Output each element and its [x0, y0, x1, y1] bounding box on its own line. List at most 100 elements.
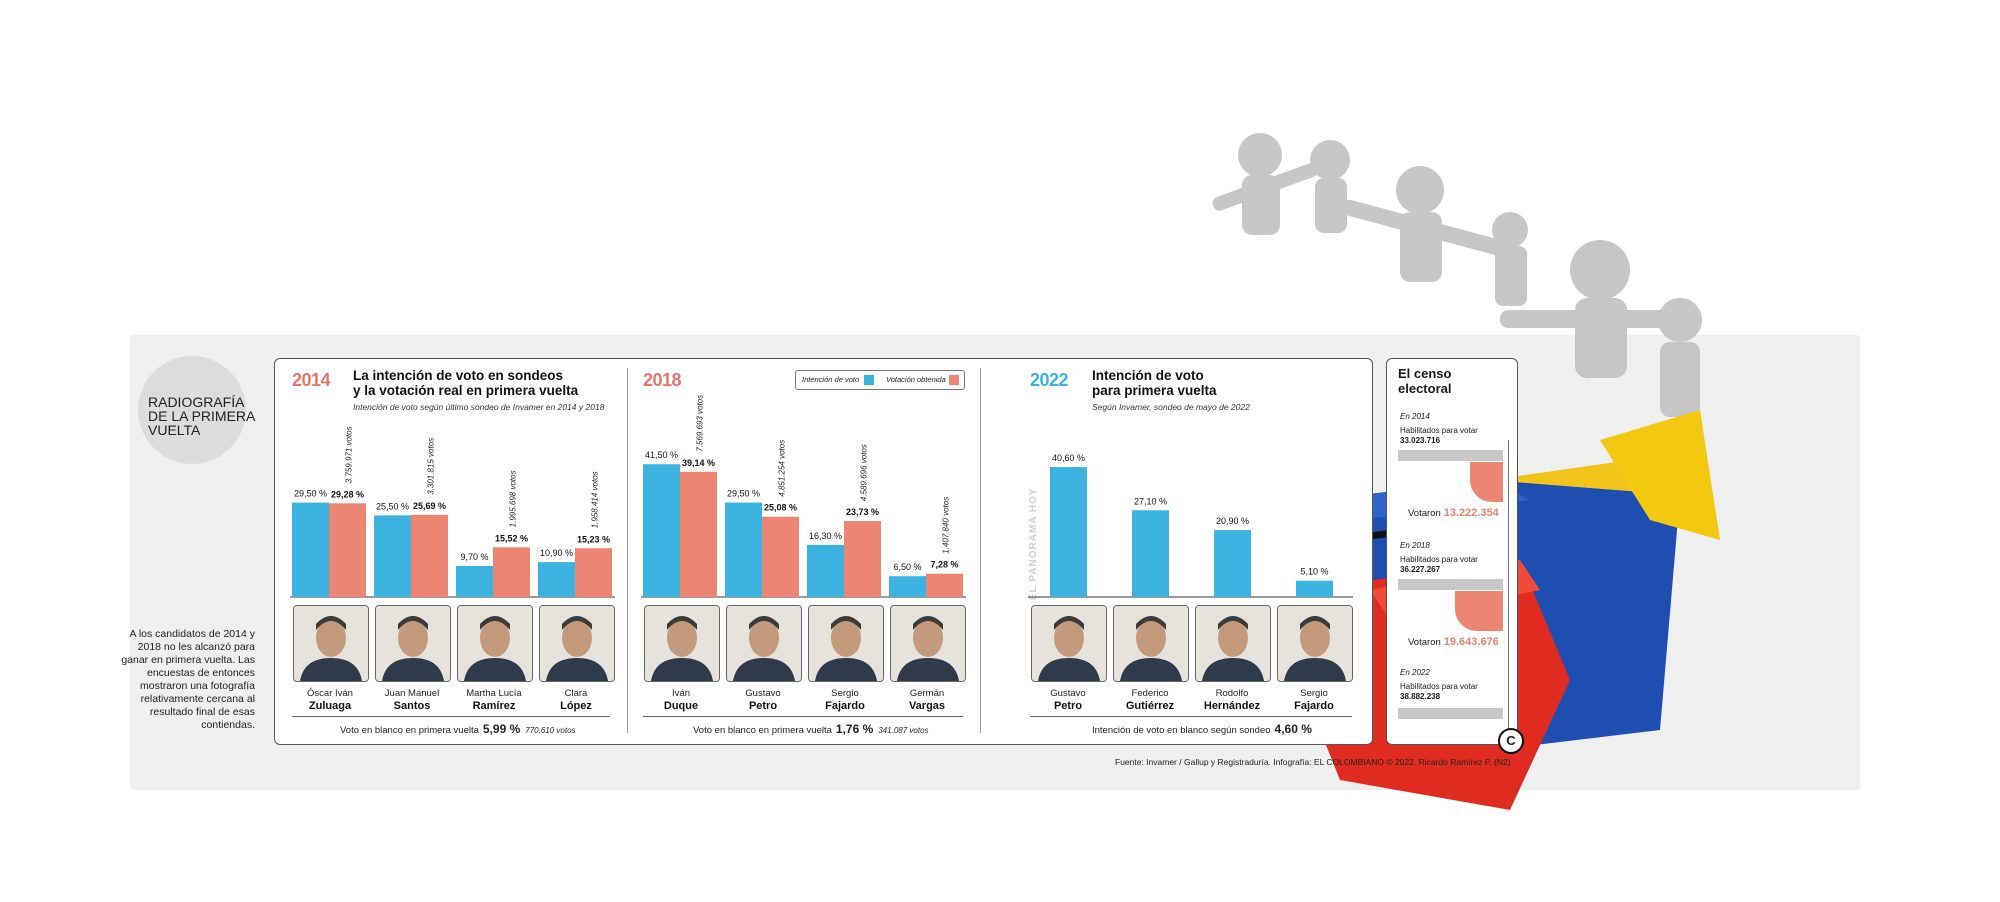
census-2018-year: En 2018 [1400, 541, 1430, 550]
legend-intention-swatch [864, 375, 874, 385]
bar-2022-intention-1 [1132, 510, 1169, 597]
value-label-2014-1-1: 25,69 % [413, 501, 446, 511]
votes-label-2014-1: 3.301.815 votos [427, 438, 436, 495]
value-label-2022-3-0: 5,10 % [1300, 567, 1328, 577]
candidate-last-name-2018-1: Petro [748, 700, 778, 712]
heading-2014-line2: y la votación real en primera vuelta [353, 383, 579, 398]
value-label-2014-3-0: 10,90 % [540, 548, 573, 558]
section-title: RADIOGRAFÍA DE LA PRIMERA VUELTA [148, 394, 255, 438]
candidate-last-name-2014-1: Santos [393, 700, 431, 712]
census-2014-eligible-bar [1398, 450, 1503, 461]
value-label-2018-2-1: 23,73 % [846, 507, 879, 517]
value-label-2014-2-1: 15,52 % [495, 533, 528, 543]
candidate-last-name-2014-2: Ramírez [472, 700, 516, 712]
candidate-last-name-2014-0: Zuluaga [308, 700, 352, 712]
footer-rule-2014 [292, 716, 610, 717]
value-label-2014-0-1: 29,28 % [331, 489, 364, 499]
portrait-2022-1 [1113, 605, 1189, 682]
census-2022-eligible: 38.882.238 [1400, 692, 1441, 701]
bar-2018-obtained-1 [762, 516, 799, 597]
candidate-last-name-2014-3: López [560, 700, 592, 712]
census-2014-voted-bar [1470, 462, 1503, 502]
census-2018-eligible: 36.227.267 [1400, 565, 1441, 574]
value-label-2018-0-0: 41,50 % [645, 450, 678, 460]
value-label-2022-2-0: 20,90 % [1216, 516, 1249, 526]
census-2022-label-text: Habilitados para votar [1400, 682, 1478, 691]
value-label-2018-0-1: 39,14 % [682, 458, 715, 468]
census-title: El censo electoral [1398, 366, 1451, 396]
candidate-first-name-2022-1: Federico [1131, 688, 1169, 699]
blank-vote-2014-pct: 5,99 % [482, 722, 521, 736]
census-2018-voted-value: 19.643.676 [1443, 636, 1499, 648]
candidate-last-name-2018-2: Fajardo [825, 700, 865, 712]
blank-vote-2018-label: Voto en blanco en primera vuelta [693, 725, 832, 736]
portrait-2014-3 [539, 605, 615, 682]
census-2018-voted-label: Votaron [1408, 637, 1441, 648]
census-2014-eligible: 33.023.716 [1400, 436, 1441, 445]
blank-vote-2014: Voto en blanco en primera vuelta 5,99 % 77… [340, 722, 576, 736]
bar-2014-intention-0 [292, 502, 329, 597]
census-2014-voted-value: 13.222.354 [1443, 507, 1499, 519]
census-title-line1: El censo [1398, 366, 1452, 381]
candidate-last-name-2022-1: Gutiérrez [1125, 700, 1175, 712]
votes-label-2014-0: 3.759.971 votos [345, 426, 354, 483]
value-label-2022-1-0: 27,10 % [1134, 496, 1167, 506]
candidate-last-name-2022-3: Fajardo [1294, 700, 1334, 712]
year-2022: 2022 [1030, 370, 1069, 390]
votes-label-2018-1: 4.851.254 votos [778, 440, 787, 497]
candidate-first-name-2022-3: Sergio [1300, 688, 1328, 699]
blank-vote-2018-votes: 341.087 votos [878, 726, 929, 735]
value-label-2014-0-0: 29,50 % [294, 489, 327, 499]
bar-2022-intention-3 [1296, 580, 1333, 597]
blank-vote-2022-label: Intención de voto en blanco según sondeo [1092, 725, 1271, 736]
portrait-2018-1 [726, 605, 802, 682]
census-2018-voted-bar [1455, 591, 1503, 631]
census-panel [1386, 358, 1518, 745]
value-label-2014-3-1: 15,23 % [577, 534, 610, 544]
value-label-2014-2-0: 9,70 % [460, 552, 488, 562]
bar-2018-obtained-0 [680, 471, 717, 597]
year-2014: 2014 [292, 370, 331, 390]
portrait-2018-3 [890, 605, 966, 682]
subtitle-2022: Según Invamer, sondeo de mayo de 2022 [1092, 402, 1250, 412]
bar-2022-intention-2 [1214, 530, 1251, 597]
heading-2022-line1: Intención de voto [1092, 368, 1204, 383]
votes-label-2018-3: 1.407.840 votos [942, 497, 951, 554]
candidate-first-name-2014-2: Martha Lucía [466, 688, 522, 699]
candidate-first-name-2018-0: Iván [672, 688, 690, 699]
census-2018-label-text: Habilitados para votar [1400, 555, 1478, 564]
value-label-2018-1-0: 29,50 % [727, 489, 760, 499]
bar-2018-intention-0 [643, 464, 680, 597]
portrait-2022-0 [1031, 605, 1107, 682]
portrait-2014-0 [293, 605, 369, 682]
bar-2018-obtained-3 [926, 573, 963, 597]
candidate-first-name-2014-3: Clara [564, 688, 588, 699]
candidate-first-name-2018-1: Gustavo [745, 688, 781, 699]
bar-2014-obtained-1 [411, 514, 448, 597]
section-badge [138, 356, 246, 464]
candidate-last-name-2018-3: Vargas [908, 700, 946, 712]
blank-vote-2014-label: Voto en blanco en primera vuelta [340, 725, 479, 736]
census-2022-year: En 2022 [1400, 668, 1430, 677]
value-label-2018-3-0: 6,50 % [893, 562, 921, 572]
candidate-first-name-2014-1: Juan Manuel [384, 688, 440, 699]
census-title-line2: electoral [1398, 381, 1452, 396]
source-credit: Fuente: Invamer / Gallup y Registraduría… [1115, 757, 1511, 767]
value-label-2018-1-1: 25,08 % [764, 503, 797, 513]
portrait-2014-2 [457, 605, 533, 682]
legend-intention-label: Intención de voto [802, 375, 860, 384]
votes-label-2014-3: 1.958.414 votos [591, 471, 600, 528]
candidate-first-name-2022-2: Rodolfo [1215, 688, 1249, 699]
legend: Intención de voto Votación obtenida [795, 370, 965, 390]
bar-2014-intention-3 [538, 562, 575, 597]
value-label-2018-2-0: 16,30 % [809, 531, 842, 541]
census-2018-label: Habilitados para votar 36.227.267 [1400, 555, 1478, 575]
year-2018: 2018 [643, 370, 682, 390]
portrait-2018-0 [644, 605, 720, 682]
blank-vote-2018-pct: 1,76 % [835, 722, 874, 736]
census-2018-eligible-bar [1398, 579, 1503, 590]
candidate-last-name-2022-2: Hernández [1203, 700, 1261, 712]
divider-2014-2018 [627, 368, 628, 733]
candidate-first-name-2014-0: Óscar Iván [307, 688, 353, 699]
